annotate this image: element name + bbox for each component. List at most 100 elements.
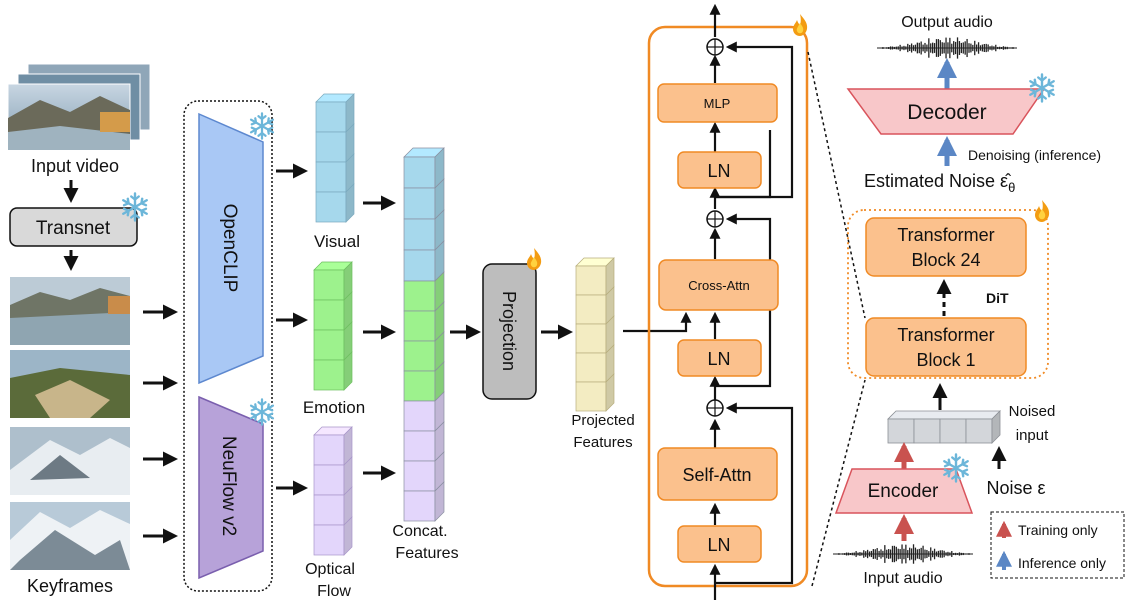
cell [403, 280, 436, 312]
cell [403, 490, 436, 522]
dit-label: DiT [986, 290, 1009, 306]
projected-label-1: Projected [571, 412, 634, 429]
latent-cell [913, 418, 941, 444]
transnet-box: Transnet [9, 207, 138, 247]
cell [403, 310, 436, 342]
cell [403, 340, 436, 372]
latent-cell [965, 418, 993, 444]
cell [313, 359, 345, 391]
cell [313, 269, 345, 301]
cell [315, 191, 347, 223]
flame-icon [527, 248, 542, 270]
cell [403, 460, 436, 492]
keyframe-2 [10, 350, 130, 418]
cell [575, 323, 607, 354]
residual-sum-middle [706, 210, 724, 228]
cell-side [605, 373, 615, 412]
cell [313, 494, 345, 526]
noised-latent-stack [887, 410, 1001, 444]
keyframe-1 [10, 277, 130, 345]
cell [313, 299, 345, 331]
projection-box: Projection [482, 263, 537, 400]
neuflow-encoder: NeuFlow v2 [198, 395, 264, 580]
block1-label-1: Transformer [897, 325, 994, 345]
cell [313, 434, 345, 466]
latent-side [991, 410, 1001, 444]
block24-label-1: Transformer [897, 225, 994, 245]
input-audio-waveform [833, 544, 973, 564]
cross-attn-label: Cross-Attn [688, 278, 749, 293]
emotion-label: Emotion [303, 398, 365, 417]
decoder-label: Decoder [907, 101, 986, 124]
keyframes-label: Keyframes [27, 576, 113, 596]
transnet-label: Transnet [36, 218, 111, 239]
input-audio-label: Input audio [863, 570, 942, 587]
residual-sum-bottom [706, 399, 724, 417]
cell [403, 218, 436, 251]
input-video-label: Input video [31, 156, 119, 176]
ln-top-block: LN [677, 151, 762, 189]
optical-flow-label-1: Optical [305, 561, 355, 578]
cell-side [343, 516, 353, 556]
cell-side [434, 481, 445, 522]
transformer-block-24: Transformer Block 24 [865, 217, 1027, 277]
snowflake-icon [249, 112, 275, 140]
ln-top-label: LN [707, 161, 730, 181]
neuflow-label: NeuFlow v2 [218, 436, 239, 536]
noised-input-label-1: Noised [1009, 403, 1056, 420]
transformer-block-detail [647, 25, 809, 588]
ln-middle-block: LN [677, 339, 762, 377]
visual-label: Visual [314, 232, 360, 251]
frozen-encoders-group [183, 100, 273, 592]
cell [403, 156, 436, 189]
optical-flow-label-2: Flow [317, 583, 351, 600]
cell [313, 329, 345, 361]
emotion-feature-stack [313, 261, 353, 391]
latent-cell [939, 418, 967, 444]
cross-attn-block: Cross-Attn [658, 259, 779, 311]
concat-feature-stack [403, 147, 445, 522]
mlp-block: MLP [657, 83, 778, 123]
projected-label-2: Features [573, 434, 632, 451]
transformer-block-1: Transformer Block 1 [865, 317, 1027, 377]
cell [403, 400, 436, 432]
legend: Training only Inference only [990, 511, 1125, 579]
cell [403, 249, 436, 282]
legend-training-label: Training only [1018, 522, 1098, 538]
concat-label-1: Concat. [392, 523, 447, 540]
cell [315, 101, 347, 133]
cell [315, 161, 347, 193]
noised-input-label-2: input [1016, 427, 1049, 444]
encoder-block: Encoder [834, 468, 974, 514]
cell-side [343, 351, 353, 391]
legend-inference: Inference only [996, 550, 1106, 571]
concat-label-2: Features [395, 545, 458, 562]
projected-feature-stack [575, 257, 615, 412]
optical-flow-feature-stack [313, 426, 353, 556]
legend-training: Training only [996, 520, 1098, 538]
estimated-noise-label: Estimated Noise ε̂θ [864, 171, 1015, 195]
openclip-label: OpenCLIP [219, 204, 240, 293]
cell [575, 265, 607, 296]
cell [313, 464, 345, 496]
cell-side [345, 183, 355, 223]
cell [403, 430, 436, 462]
latent-top [887, 410, 1001, 420]
latent-cell [887, 418, 915, 444]
keyframe-4 [10, 502, 130, 570]
projection-label: Projection [499, 291, 519, 371]
encoder-label: Encoder [868, 481, 939, 502]
block1-label-2: Block 1 [916, 350, 975, 370]
ln-bottom-label: LN [707, 535, 730, 555]
decoder-block: Decoder [846, 88, 1046, 135]
legend-inference-label: Inference only [1018, 555, 1106, 571]
denoising-label: Denoising (inference) [968, 147, 1101, 163]
dit-group [847, 209, 1049, 379]
output-audio-label: Output audio [901, 14, 993, 31]
ln-middle-label: LN [707, 349, 730, 369]
ln-bottom-block: LN [677, 525, 762, 563]
block24-label-2: Block 24 [911, 250, 980, 270]
visual-feature-stack [315, 93, 355, 223]
noise-label: Noise ε [986, 478, 1045, 498]
